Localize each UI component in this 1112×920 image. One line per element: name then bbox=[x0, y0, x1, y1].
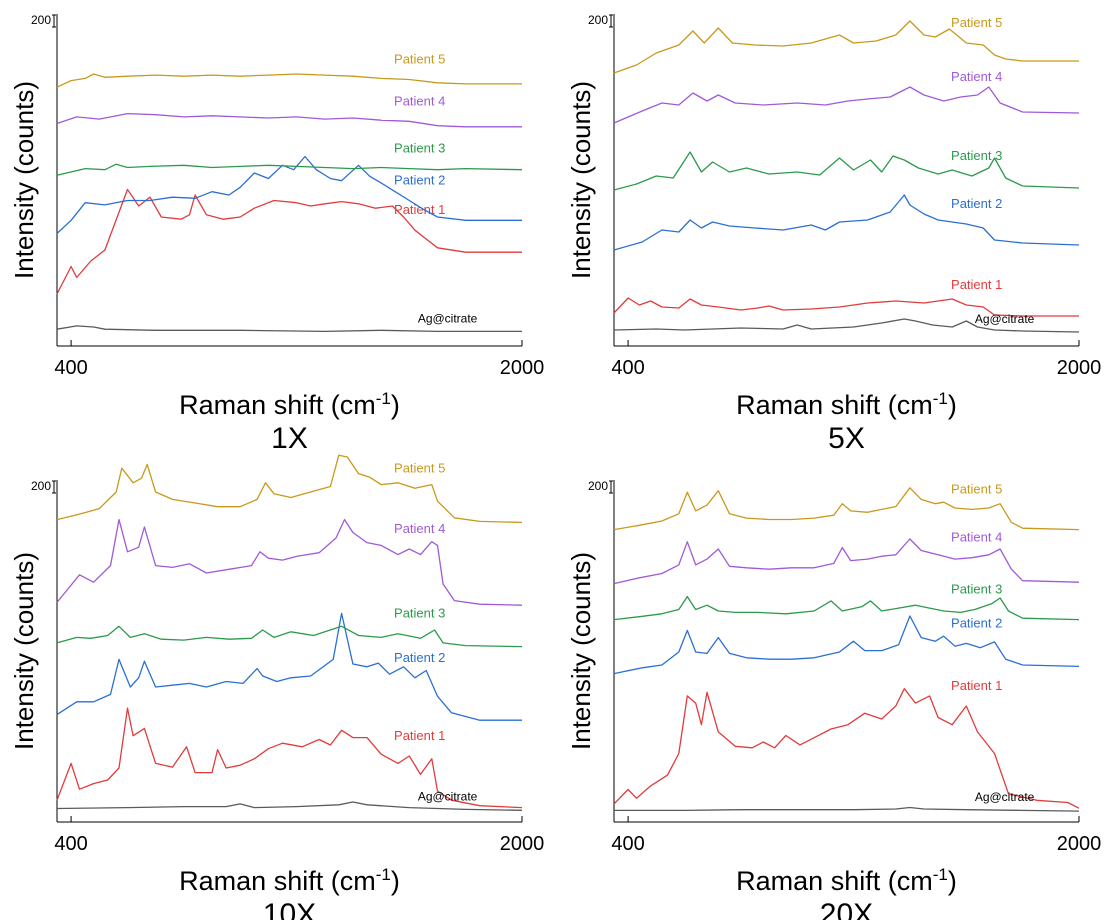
series-line-patient-2 bbox=[614, 616, 1079, 674]
reference-label: Ag@citrate bbox=[975, 790, 1035, 804]
scale-bar-label: 200 bbox=[588, 13, 608, 27]
x-axis-label: Raman shift (cm-1) bbox=[179, 865, 400, 896]
x-tick-label: 400 bbox=[54, 833, 87, 855]
chart-panel-20x: 400 2000 200 Intensity (counts) Raman shift … bbox=[566, 479, 1101, 920]
x-axis-label-superscript: -1 bbox=[933, 389, 948, 408]
series-label: Patient 2 bbox=[951, 615, 1002, 630]
series-label: Patient 1 bbox=[394, 728, 445, 743]
series-label: Patient 3 bbox=[394, 141, 445, 156]
reference-label: Ag@citrate bbox=[418, 312, 478, 326]
x-axis-label-end: ) bbox=[948, 866, 957, 896]
y-axis-label: Intensity (counts) bbox=[566, 81, 596, 279]
x-tick-label: 2000 bbox=[1057, 833, 1102, 855]
series-label: Patient 2 bbox=[394, 173, 445, 188]
x-tick-label: 2000 bbox=[1057, 357, 1102, 379]
scale-bar-label: 200 bbox=[588, 479, 608, 493]
series-line-patient-4 bbox=[57, 114, 522, 127]
series-line-patient-3 bbox=[57, 164, 522, 175]
y-axis-label: Intensity (counts) bbox=[566, 552, 596, 750]
x-axis-label-text: Raman shift (cm bbox=[736, 390, 933, 420]
series-label: Patient 3 bbox=[951, 582, 1002, 597]
x-tick-label: 400 bbox=[611, 357, 644, 379]
series-label: Patient 5 bbox=[394, 52, 445, 67]
series-line-patient-4 bbox=[614, 87, 1079, 123]
x-axis-label-end: ) bbox=[948, 390, 957, 420]
x-axis-label-end: ) bbox=[391, 866, 400, 896]
panel-title: 20X bbox=[820, 898, 873, 920]
series-label: Patient 4 bbox=[394, 93, 445, 108]
x-axis-label-text: Raman shift (cm bbox=[736, 866, 933, 896]
series-line-ag-citrate bbox=[57, 326, 522, 332]
series-label: Patient 2 bbox=[951, 196, 1002, 211]
reference-label: Ag@citrate bbox=[418, 789, 478, 803]
x-axis-label-end: ) bbox=[391, 390, 400, 420]
y-axis-label: Intensity (counts) bbox=[9, 552, 39, 750]
series-label: Patient 1 bbox=[951, 678, 1002, 693]
series-line-patient-3 bbox=[57, 626, 522, 646]
series-label: Patient 3 bbox=[394, 606, 445, 621]
chart-panel-10x: 400 2000 200 Intensity (counts) Raman shift … bbox=[9, 455, 544, 920]
chart-panel-1x: 400 2000 200 Intensity (counts) Raman shift … bbox=[9, 13, 544, 455]
y-axis-label: Intensity (counts) bbox=[9, 81, 39, 279]
panel-title: 5X bbox=[828, 422, 865, 455]
x-axis-label-superscript: -1 bbox=[933, 865, 948, 884]
series-label: Patient 1 bbox=[951, 277, 1002, 292]
series-line-patient-5 bbox=[57, 74, 522, 87]
x-axis-label: Raman shift (cm-1) bbox=[179, 389, 400, 420]
series-label: Patient 5 bbox=[394, 460, 445, 475]
series-line-patient-2 bbox=[57, 613, 522, 720]
scale-bar-label: 200 bbox=[31, 13, 51, 27]
x-tick-label: 2000 bbox=[500, 357, 545, 379]
x-axis-label-superscript: -1 bbox=[376, 389, 391, 408]
series-line-patient-5 bbox=[614, 488, 1079, 530]
x-axis-label-text: Raman shift (cm bbox=[179, 390, 376, 420]
series-line-patient-3 bbox=[614, 152, 1079, 190]
x-axis-label-superscript: -1 bbox=[376, 865, 391, 884]
x-axis-label: Raman shift (cm-1) bbox=[736, 865, 957, 896]
x-tick-label: 2000 bbox=[500, 833, 545, 855]
x-axis-label-text: Raman shift (cm bbox=[179, 866, 376, 896]
series-line-patient-2 bbox=[57, 157, 522, 234]
reference-label: Ag@citrate bbox=[975, 312, 1035, 326]
series-label: Patient 2 bbox=[394, 650, 445, 665]
series-label: Patient 4 bbox=[951, 69, 1002, 84]
panel-title: 10X bbox=[263, 898, 316, 920]
chart-panel-5x: 400 2000 200 Intensity (counts) Raman shift … bbox=[566, 13, 1101, 455]
series-line-patient-1 bbox=[57, 190, 522, 295]
series-line-patient-4 bbox=[614, 539, 1079, 584]
series-line-patient-5 bbox=[57, 455, 522, 522]
series-line-patient-5 bbox=[614, 21, 1079, 73]
series-line-ag-citrate bbox=[614, 808, 1079, 812]
series-line-patient-4 bbox=[57, 520, 522, 606]
series-line-patient-3 bbox=[614, 597, 1079, 620]
scale-bar-label: 200 bbox=[31, 479, 51, 493]
series-line-patient-2 bbox=[614, 195, 1079, 250]
series-label: Patient 4 bbox=[951, 530, 1002, 545]
x-tick-label: 400 bbox=[611, 833, 644, 855]
series-label: Patient 1 bbox=[394, 202, 445, 217]
series-label: Patient 3 bbox=[951, 148, 1002, 163]
series-label: Patient 4 bbox=[394, 521, 445, 536]
x-axis-label: Raman shift (cm-1) bbox=[736, 389, 957, 420]
series-label: Patient 5 bbox=[951, 481, 1002, 496]
series-label: Patient 5 bbox=[951, 15, 1002, 30]
panel-title: 1X bbox=[271, 422, 308, 455]
x-tick-label: 400 bbox=[54, 357, 87, 379]
